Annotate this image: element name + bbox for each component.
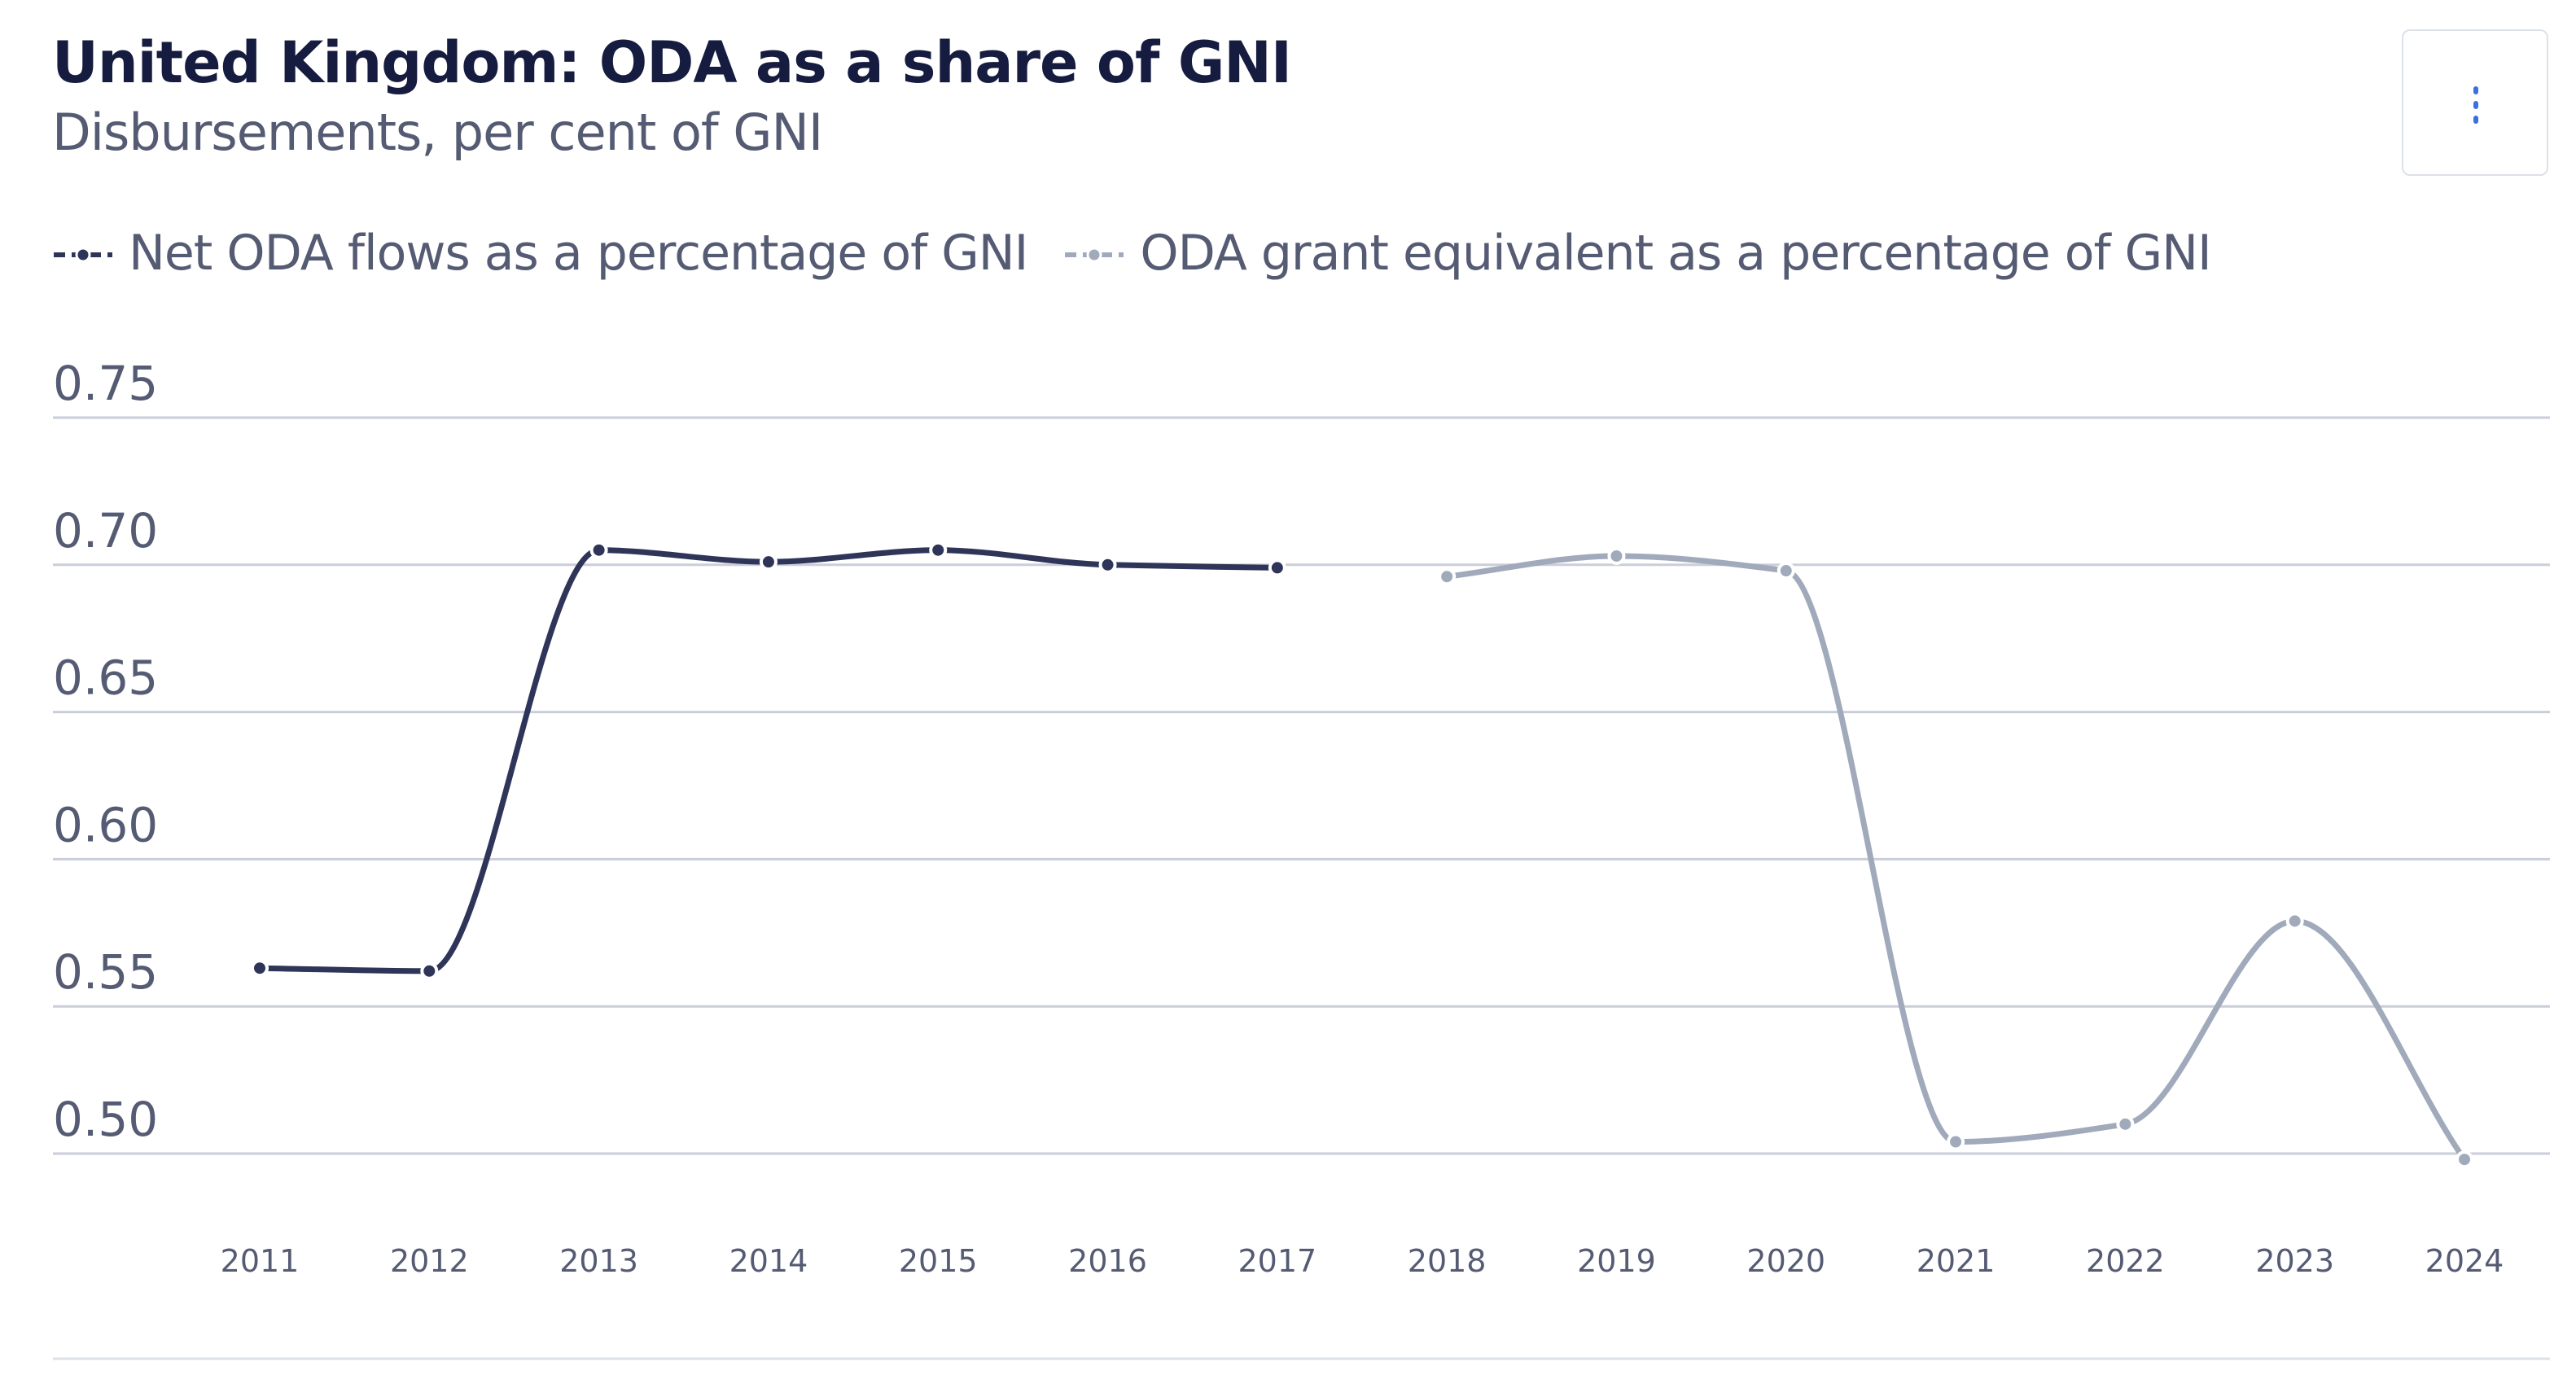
data-point	[759, 553, 778, 572]
data-point	[2456, 1150, 2473, 1169]
x-tick-label: 2013	[559, 1243, 638, 1279]
series-line-2	[1444, 553, 2468, 1163]
legend: Net ODA flows as a percentage of GNI ODA…	[52, 225, 2247, 282]
data-point	[1098, 555, 1117, 574]
x-tick-label: 2021	[1917, 1243, 1996, 1279]
x-tick-label: 2019	[1577, 1243, 1656, 1279]
legend-symbol-grant-equivalent	[1065, 247, 1124, 263]
data-point	[1776, 562, 1795, 580]
x-tick-label: 2014	[729, 1243, 808, 1279]
y-tick-label: 0.50	[53, 1092, 158, 1147]
x-tick-label: 2024	[2425, 1243, 2504, 1279]
legend-item-grant-equivalent[interactable]: ODA grant equivalent as a percentage of …	[1063, 225, 2212, 282]
legend-symbol-net-oda	[54, 247, 112, 263]
x-tick-label: 2016	[1068, 1243, 1147, 1279]
y-tick-label: 0.55	[53, 944, 158, 1000]
x-tick-label: 2022	[2086, 1243, 2165, 1279]
data-point	[2116, 1115, 2135, 1133]
x-tick-label: 2020	[1746, 1243, 1825, 1279]
chart-title: United Kingdom: ODA as a share of GNI	[52, 29, 1292, 96]
data-point	[1947, 1132, 1965, 1151]
data-point	[1268, 558, 1286, 577]
chart-menu-button[interactable]	[2402, 29, 2548, 176]
legend-item-net-oda[interactable]: Net ODA flows as a percentage of GNI	[52, 225, 1028, 282]
x-tick-label: 2023	[2255, 1243, 2334, 1279]
x-tick-label: 2015	[899, 1243, 978, 1279]
y-tick-label: 0.75	[53, 356, 158, 411]
x-tick-label: 2011	[221, 1243, 300, 1279]
data-point	[1438, 567, 1457, 586]
data-point	[2285, 912, 2304, 931]
data-point	[589, 541, 608, 559]
data-point	[929, 541, 948, 559]
x-tick-label: 2017	[1238, 1243, 1316, 1279]
y-tick-label: 0.60	[53, 797, 158, 852]
x-tick-label: 2018	[1408, 1243, 1487, 1279]
x-tick-label: 2012	[390, 1243, 469, 1279]
data-point	[251, 959, 269, 978]
series-line-1	[256, 547, 1281, 974]
legend-label-net-oda: Net ODA flows as a percentage of GNI	[129, 225, 1028, 282]
y-tick-label: 0.70	[53, 503, 158, 558]
data-point	[1607, 546, 1626, 565]
chart-subtitle: Disbursements, per cent of GNI	[52, 103, 823, 162]
legend-label-grant-equivalent: ODA grant equivalent as a percentage of …	[1140, 225, 2211, 282]
data-point	[420, 961, 439, 980]
y-tick-label: 0.65	[53, 650, 158, 706]
